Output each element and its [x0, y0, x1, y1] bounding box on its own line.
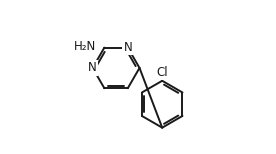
- Text: H₂N: H₂N: [74, 40, 96, 53]
- Text: N: N: [88, 61, 97, 74]
- Text: N: N: [123, 41, 132, 54]
- Text: Cl: Cl: [156, 66, 168, 79]
